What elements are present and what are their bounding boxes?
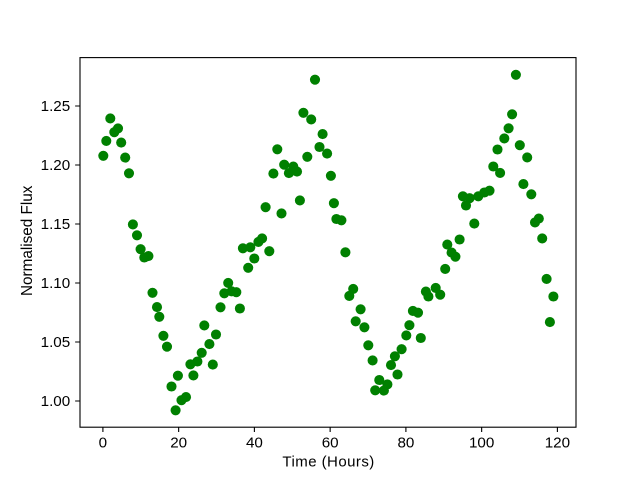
svg-text:40: 40 bbox=[246, 434, 263, 451]
svg-text:0: 0 bbox=[99, 434, 107, 451]
svg-text:1.05: 1.05 bbox=[41, 334, 71, 351]
svg-text:1.00: 1.00 bbox=[41, 393, 71, 410]
svg-text:1.25: 1.25 bbox=[41, 98, 71, 115]
svg-text:1.15: 1.15 bbox=[41, 216, 71, 233]
svg-text:Time (Hours): Time (Hours) bbox=[282, 453, 374, 470]
svg-text:120: 120 bbox=[545, 434, 570, 451]
svg-text:100: 100 bbox=[469, 434, 494, 451]
svg-text:1.20: 1.20 bbox=[41, 157, 71, 174]
svg-text:Normalised Flux: Normalised Flux bbox=[19, 185, 36, 296]
svg-text:20: 20 bbox=[170, 434, 187, 451]
svg-text:60: 60 bbox=[322, 434, 339, 451]
svg-text:80: 80 bbox=[397, 434, 414, 451]
svg-text:1.10: 1.10 bbox=[41, 275, 71, 292]
